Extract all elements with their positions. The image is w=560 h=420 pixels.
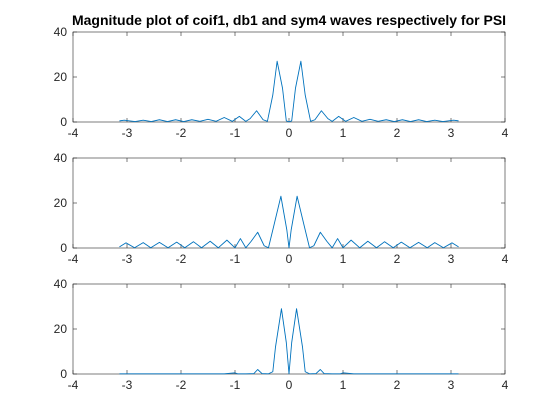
x-tick-label: 3 xyxy=(448,126,455,140)
x-tick-label: -4 xyxy=(68,126,79,140)
x-tick-label: 1 xyxy=(340,252,347,266)
x-tick-label: 1 xyxy=(340,378,347,392)
y-tick-label: 40 xyxy=(54,25,68,39)
x-tick-label: 3 xyxy=(448,252,455,266)
x-tick-label: 1 xyxy=(340,126,347,140)
x-tick-label: 3 xyxy=(448,378,455,392)
x-tick-label: -1 xyxy=(230,378,241,392)
x-tick-label: -3 xyxy=(122,252,133,266)
y-tick-label: 40 xyxy=(54,151,68,165)
x-tick-label: -1 xyxy=(230,252,241,266)
x-tick-label: -2 xyxy=(176,252,187,266)
x-tick-label: 4 xyxy=(502,252,509,266)
plot-area xyxy=(72,157,506,249)
x-tick-label: 0 xyxy=(286,378,293,392)
x-tick-label: 2 xyxy=(394,126,401,140)
x-tick-label: 0 xyxy=(286,252,293,266)
x-tick-label: 2 xyxy=(394,252,401,266)
y-tick-label: 20 xyxy=(54,70,68,84)
x-tick-label: -2 xyxy=(176,126,187,140)
plot-area xyxy=(72,283,506,375)
x-tick-label: -4 xyxy=(68,252,79,266)
x-tick-label: 4 xyxy=(502,126,509,140)
plot-area xyxy=(72,31,506,123)
x-tick-label: -2 xyxy=(176,378,187,392)
x-tick-label: 2 xyxy=(394,378,401,392)
series-line-2 xyxy=(119,195,459,249)
y-tick-label: 20 xyxy=(54,196,68,210)
y-tick-label: 0 xyxy=(60,115,67,129)
x-tick-label: -3 xyxy=(122,126,133,140)
y-tick-label: 0 xyxy=(60,367,67,381)
x-tick-label: -4 xyxy=(68,378,79,392)
y-tick-label: 40 xyxy=(54,277,68,291)
series-line-1 xyxy=(119,60,459,123)
x-tick-label: 0 xyxy=(286,126,293,140)
x-tick-label: -3 xyxy=(122,378,133,392)
x-tick-label: -1 xyxy=(230,126,241,140)
series-line-3 xyxy=(119,308,459,375)
y-tick-label: 20 xyxy=(54,322,68,336)
x-tick-label: 4 xyxy=(502,378,509,392)
figure-title: Magnitude plot of coif1, db1 and sym4 wa… xyxy=(72,12,506,28)
y-tick-label: 0 xyxy=(60,241,67,255)
